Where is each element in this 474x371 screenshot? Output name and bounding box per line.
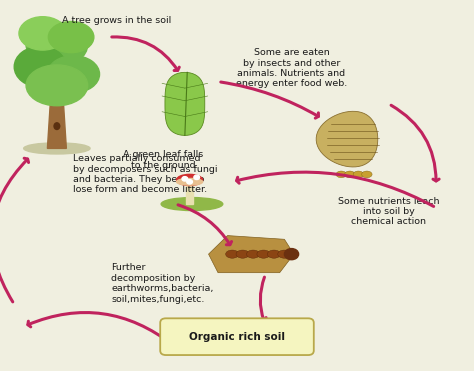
Circle shape: [284, 249, 299, 260]
Circle shape: [194, 175, 200, 180]
Ellipse shape: [246, 250, 260, 258]
Text: A tree grows in the soil: A tree grows in the soil: [62, 16, 171, 25]
Ellipse shape: [14, 46, 66, 87]
Ellipse shape: [161, 197, 223, 210]
Text: Some are eaten
by insects and other
animals. Nutrients and
energy enter food web: Some are eaten by insects and other anim…: [236, 48, 347, 88]
Ellipse shape: [48, 22, 94, 53]
Circle shape: [182, 177, 188, 181]
Ellipse shape: [236, 250, 249, 258]
Polygon shape: [186, 182, 193, 204]
Polygon shape: [165, 72, 205, 135]
Ellipse shape: [336, 171, 346, 178]
Ellipse shape: [26, 22, 88, 67]
Ellipse shape: [24, 143, 90, 154]
Ellipse shape: [353, 171, 364, 178]
Text: Some nutrients leach
into soil by
chemical action: Some nutrients leach into soil by chemic…: [338, 197, 439, 226]
FancyBboxPatch shape: [160, 318, 314, 355]
Text: A green leaf falls
to the ground: A green leaf falls to the ground: [123, 150, 204, 170]
Ellipse shape: [278, 250, 291, 258]
Polygon shape: [316, 111, 378, 167]
Ellipse shape: [176, 178, 203, 185]
Ellipse shape: [362, 171, 372, 178]
Ellipse shape: [54, 123, 60, 129]
Polygon shape: [209, 236, 294, 273]
Ellipse shape: [257, 250, 270, 258]
Polygon shape: [47, 96, 66, 148]
Ellipse shape: [267, 250, 281, 258]
Text: Leaves partially consumed
by decomposers such as fungi
and bacteria. They begin : Leaves partially consumed by decomposers…: [73, 154, 218, 194]
Ellipse shape: [345, 171, 355, 178]
Ellipse shape: [176, 174, 203, 186]
Text: Organic rich soil: Organic rich soil: [189, 332, 285, 342]
Ellipse shape: [19, 17, 66, 50]
Text: Further
decomposition by
earthworms,bacteria,
soil,mites,fungi,etc.: Further decomposition by earthworms,bact…: [111, 263, 214, 303]
Ellipse shape: [47, 56, 100, 93]
Ellipse shape: [226, 250, 239, 258]
Circle shape: [187, 180, 192, 184]
Ellipse shape: [26, 65, 88, 106]
